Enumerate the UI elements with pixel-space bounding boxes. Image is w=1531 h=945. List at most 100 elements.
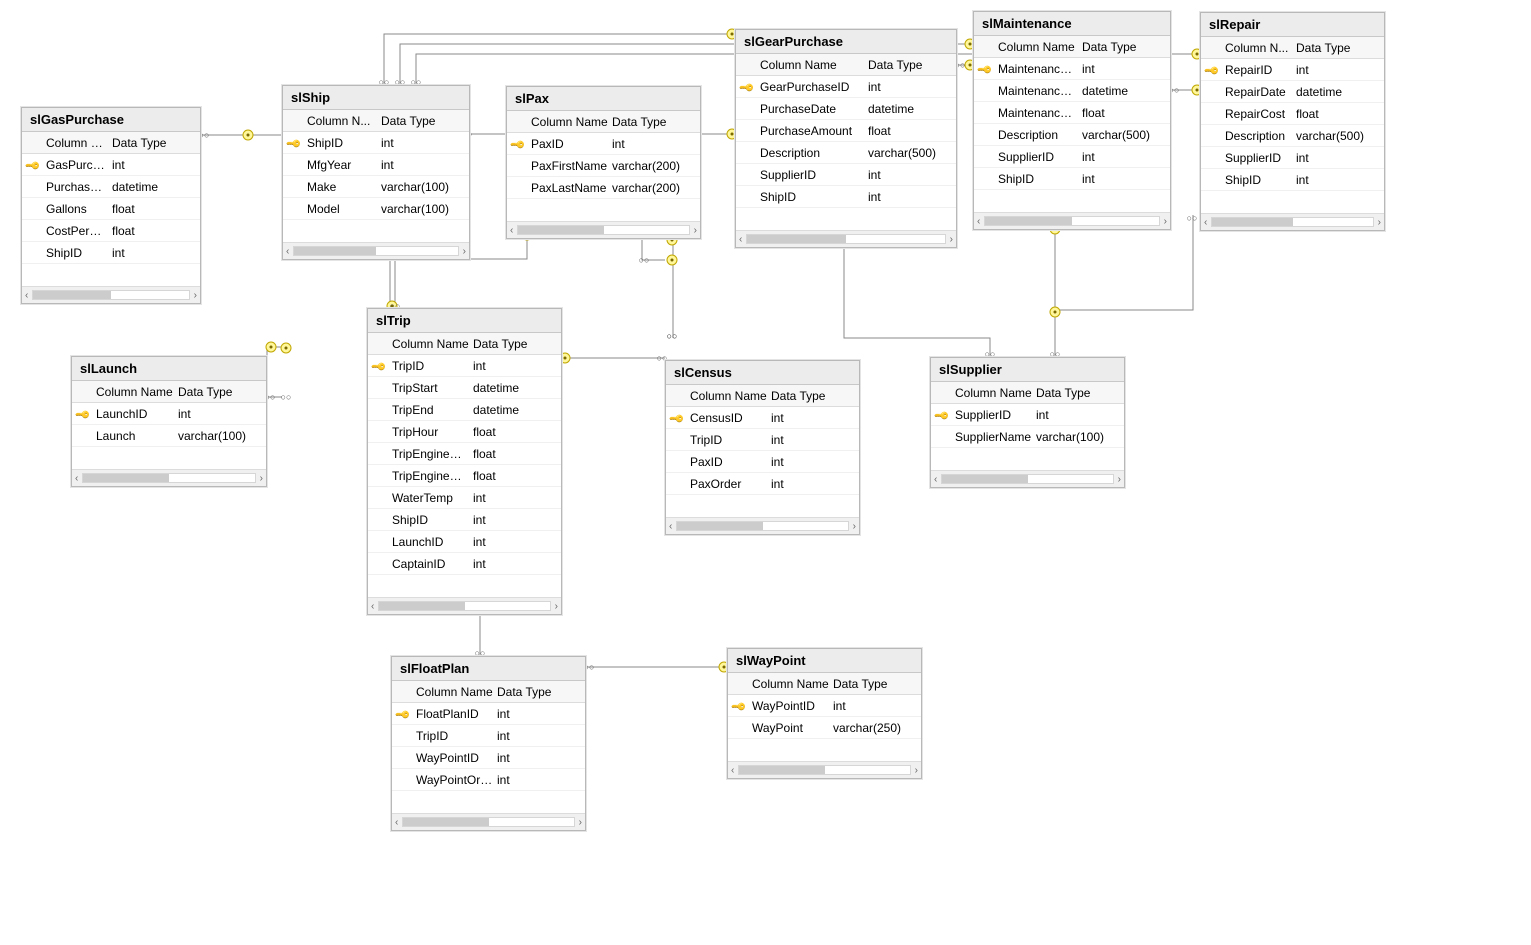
table-row[interactable]: 🔑WayPointIDint bbox=[728, 695, 921, 717]
table-slFloatPlan[interactable]: slFloatPlanColumn NameData Type🔑FloatPla… bbox=[391, 656, 586, 831]
table-row[interactable]: CaptainIDint bbox=[368, 553, 561, 575]
table-title[interactable]: slFloatPlan bbox=[392, 657, 585, 681]
scroll-left-icon[interactable]: ‹ bbox=[1204, 217, 1207, 228]
table-row[interactable]: TripStartdatetime bbox=[368, 377, 561, 399]
table-title[interactable]: slShip bbox=[283, 86, 469, 110]
table-row[interactable]: WayPointIDint bbox=[392, 747, 585, 769]
scroll-right-icon[interactable]: › bbox=[463, 246, 466, 257]
table-title[interactable]: slSupplier bbox=[931, 358, 1124, 382]
horizontal-scrollbar[interactable]: ‹› bbox=[368, 597, 561, 614]
scroll-right-icon[interactable]: › bbox=[915, 765, 918, 776]
scroll-thumb[interactable] bbox=[677, 522, 762, 530]
scroll-right-icon[interactable]: › bbox=[1378, 217, 1381, 228]
scroll-right-icon[interactable]: › bbox=[260, 473, 263, 484]
table-title[interactable]: slPax bbox=[507, 87, 700, 111]
scroll-left-icon[interactable]: ‹ bbox=[371, 601, 374, 612]
scroll-track[interactable] bbox=[746, 234, 945, 244]
table-row[interactable]: Descriptionvarchar(500) bbox=[736, 142, 956, 164]
table-slRepair[interactable]: slRepairColumn N...Data Type🔑RepairIDint… bbox=[1200, 12, 1385, 231]
table-row[interactable]: 🔑CensusIDint bbox=[666, 407, 859, 429]
horizontal-scrollbar[interactable]: ‹› bbox=[392, 813, 585, 830]
scroll-thumb[interactable] bbox=[739, 766, 824, 774]
table-row[interactable]: WayPointOrderint bbox=[392, 769, 585, 791]
scroll-right-icon[interactable]: › bbox=[1164, 216, 1167, 227]
table-row[interactable]: MaintenanceDatedatetime bbox=[974, 80, 1170, 102]
scroll-right-icon[interactable]: › bbox=[1118, 474, 1121, 485]
table-row[interactable]: TripHourfloat bbox=[368, 421, 561, 443]
scroll-track[interactable] bbox=[293, 246, 458, 256]
table-slMaintenance[interactable]: slMaintenanceColumn NameData Type🔑Mainte… bbox=[973, 11, 1171, 230]
table-row[interactable]: WaterTempint bbox=[368, 487, 561, 509]
table-row[interactable]: RepairCostfloat bbox=[1201, 103, 1384, 125]
table-slShip[interactable]: slShipColumn N...Data Type🔑ShipIDintMfgY… bbox=[282, 85, 470, 260]
table-row[interactable]: TripIDint bbox=[392, 725, 585, 747]
horizontal-scrollbar[interactable]: ‹› bbox=[283, 242, 469, 259]
table-title[interactable]: slMaintenance bbox=[974, 12, 1170, 36]
scroll-right-icon[interactable]: › bbox=[194, 290, 197, 301]
scroll-thumb[interactable] bbox=[942, 475, 1027, 483]
scroll-left-icon[interactable]: ‹ bbox=[739, 234, 742, 245]
scroll-thumb[interactable] bbox=[1212, 218, 1292, 226]
table-row[interactable]: MaintenanceCostfloat bbox=[974, 102, 1170, 124]
scroll-track[interactable] bbox=[82, 473, 255, 483]
table-row[interactable]: RepairDatedatetime bbox=[1201, 81, 1384, 103]
table-row[interactable]: TripIDint bbox=[666, 429, 859, 451]
scroll-left-icon[interactable]: ‹ bbox=[731, 765, 734, 776]
table-row[interactable]: 🔑PaxIDint bbox=[507, 133, 700, 155]
scroll-left-icon[interactable]: ‹ bbox=[510, 225, 513, 236]
table-row[interactable]: ShipIDint bbox=[368, 509, 561, 531]
scroll-left-icon[interactable]: ‹ bbox=[395, 817, 398, 828]
horizontal-scrollbar[interactable]: ‹› bbox=[728, 761, 921, 778]
table-row[interactable]: TripEngineStartfloat bbox=[368, 443, 561, 465]
table-slGasPurchase[interactable]: slGasPurchaseColumn NameData Type🔑GasPur… bbox=[21, 107, 201, 304]
horizontal-scrollbar[interactable]: ‹› bbox=[72, 469, 266, 486]
table-row[interactable]: CostPerGallonfloat bbox=[22, 220, 200, 242]
scroll-thumb[interactable] bbox=[747, 235, 846, 243]
horizontal-scrollbar[interactable]: ‹› bbox=[22, 286, 200, 303]
scroll-left-icon[interactable]: ‹ bbox=[75, 473, 78, 484]
table-title[interactable]: slRepair bbox=[1201, 13, 1384, 37]
horizontal-scrollbar[interactable]: ‹› bbox=[666, 517, 859, 534]
scroll-left-icon[interactable]: ‹ bbox=[25, 290, 28, 301]
table-row[interactable]: Descriptionvarchar(500) bbox=[1201, 125, 1384, 147]
table-row[interactable]: 🔑MaintenanceIDint bbox=[974, 58, 1170, 80]
scroll-track[interactable] bbox=[941, 474, 1113, 484]
table-slCensus[interactable]: slCensusColumn NameData Type🔑CensusIDint… bbox=[665, 360, 860, 535]
table-slSupplier[interactable]: slSupplierColumn NameData Type🔑SupplierI… bbox=[930, 357, 1125, 488]
horizontal-scrollbar[interactable]: ‹› bbox=[974, 212, 1170, 229]
scroll-left-icon[interactable]: ‹ bbox=[934, 474, 937, 485]
table-row[interactable]: PaxIDint bbox=[666, 451, 859, 473]
horizontal-scrollbar[interactable]: ‹› bbox=[507, 221, 700, 238]
scroll-thumb[interactable] bbox=[518, 226, 603, 234]
table-title[interactable]: slWayPoint bbox=[728, 649, 921, 673]
table-row[interactable]: TripEnddatetime bbox=[368, 399, 561, 421]
table-row[interactable]: MfgYearint bbox=[283, 154, 469, 176]
table-row[interactable]: Launchvarchar(100) bbox=[72, 425, 266, 447]
table-title[interactable]: slGearPurchase bbox=[736, 30, 956, 54]
table-row[interactable]: SupplierIDint bbox=[974, 146, 1170, 168]
table-row[interactable]: 🔑GearPurchaseIDint bbox=[736, 76, 956, 98]
scroll-thumb[interactable] bbox=[83, 474, 169, 482]
table-slLaunch[interactable]: slLaunchColumn NameData Type🔑LaunchIDint… bbox=[71, 356, 267, 487]
scroll-track[interactable] bbox=[984, 216, 1159, 226]
scroll-thumb[interactable] bbox=[403, 818, 488, 826]
table-row[interactable]: 🔑TripIDint bbox=[368, 355, 561, 377]
table-row[interactable]: 🔑ShipIDint bbox=[283, 132, 469, 154]
horizontal-scrollbar[interactable]: ‹› bbox=[736, 230, 956, 247]
table-slWayPoint[interactable]: slWayPointColumn NameData Type🔑WayPointI… bbox=[727, 648, 922, 779]
scroll-track[interactable] bbox=[738, 765, 910, 775]
table-row[interactable]: LaunchIDint bbox=[368, 531, 561, 553]
table-row[interactable]: 🔑SupplierIDint bbox=[931, 404, 1124, 426]
table-row[interactable]: PaxLastNamevarchar(200) bbox=[507, 177, 700, 199]
scroll-track[interactable] bbox=[378, 601, 550, 611]
table-row[interactable]: SupplierNamevarchar(100) bbox=[931, 426, 1124, 448]
table-row[interactable]: Modelvarchar(100) bbox=[283, 198, 469, 220]
table-row[interactable]: PurchaseDatedatetime bbox=[22, 176, 200, 198]
table-slPax[interactable]: slPaxColumn NameData Type🔑PaxIDintPaxFir… bbox=[506, 86, 701, 239]
scroll-right-icon[interactable]: › bbox=[853, 521, 856, 532]
horizontal-scrollbar[interactable]: ‹› bbox=[1201, 213, 1384, 230]
scroll-thumb[interactable] bbox=[379, 602, 464, 610]
scroll-track[interactable] bbox=[1211, 217, 1373, 227]
table-title[interactable]: slGasPurchase bbox=[22, 108, 200, 132]
scroll-right-icon[interactable]: › bbox=[950, 234, 953, 245]
